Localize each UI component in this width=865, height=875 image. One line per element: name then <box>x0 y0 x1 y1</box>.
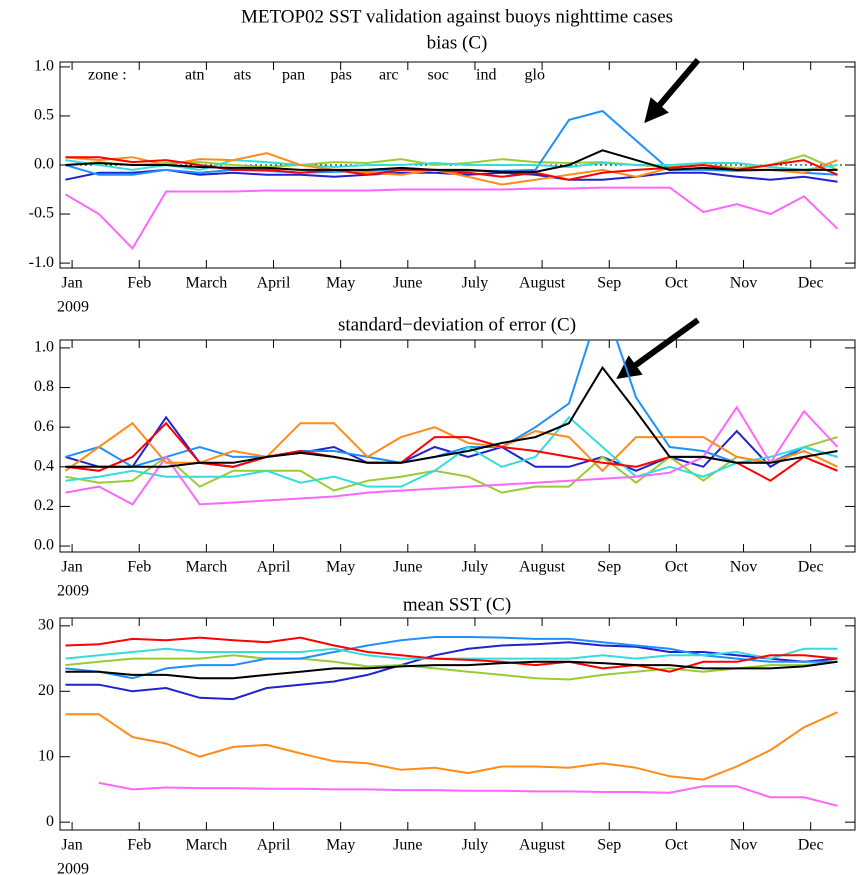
legend-label: pas <box>331 67 352 84</box>
x-tick-label: April <box>257 275 291 292</box>
series-line <box>65 365 838 468</box>
chart-title: mean SST (C) <box>403 594 511 615</box>
x-sublabel: 2009 <box>57 861 89 875</box>
chart-subtitle: bias (C) <box>427 32 488 53</box>
x-tick-label: July <box>462 837 489 854</box>
series-line <box>65 156 838 181</box>
x-tick-label: Oct <box>665 559 689 576</box>
series-line <box>98 781 838 807</box>
legend-label: pan <box>282 67 305 84</box>
series-line <box>65 711 838 781</box>
x-tick-label: Dec <box>798 837 824 854</box>
y-tick-label: 0.0 <box>34 156 54 173</box>
series-line <box>64 186 839 251</box>
plot-frame <box>59 617 856 831</box>
series-line <box>65 149 838 173</box>
arrow <box>616 317 700 380</box>
legend-label: ind <box>476 67 496 84</box>
x-tick-label: Feb <box>127 275 151 292</box>
series-line <box>65 654 838 681</box>
x-tick-label: Sep <box>597 559 621 576</box>
y-tick-label: 0.6 <box>34 418 54 435</box>
y-tick-label: 0.8 <box>34 378 54 395</box>
series-line <box>65 660 838 680</box>
x-tick-label: Nov <box>730 275 758 292</box>
legend-label: ats <box>234 67 252 84</box>
x-tick-label: Feb <box>127 559 151 576</box>
series-line <box>65 636 838 680</box>
y-tick-label: 1.0 <box>34 339 54 356</box>
x-tick-label: Dec <box>798 275 824 292</box>
x-tick-label: June <box>393 559 422 576</box>
y-tick-label: 1.0 <box>34 58 54 75</box>
series-line <box>65 636 838 673</box>
x-tick-label: June <box>393 275 422 292</box>
x-tick-label: Jan <box>61 837 82 854</box>
series-line <box>65 641 838 701</box>
y-tick-label: 0.0 <box>34 537 54 554</box>
x-tick-label: June <box>393 837 422 854</box>
legend-label: soc <box>428 67 449 84</box>
legend-label: glo <box>525 67 545 84</box>
arrow <box>644 58 701 124</box>
x-sublabel: 2009 <box>57 299 89 316</box>
y-tick-label: 10 <box>38 747 54 764</box>
chart-title: METOP02 SST validation against buoys nig… <box>241 6 673 27</box>
x-tick-label: August <box>519 275 566 292</box>
series-line <box>65 340 838 468</box>
x-tick-label: April <box>257 559 291 576</box>
x-tick-label: March <box>185 837 227 854</box>
x-tick-label: July <box>462 275 489 292</box>
x-tick-label: May <box>326 275 355 292</box>
y-tick-label: 0.2 <box>34 497 54 514</box>
chart-title: standard−deviation of error (C) <box>338 314 576 335</box>
plot-frame <box>59 339 856 553</box>
y-tick-label: -1.0 <box>29 254 54 271</box>
y-tick-label: 0 <box>46 813 54 830</box>
x-tick-label: Sep <box>597 275 621 292</box>
x-tick-label: May <box>326 837 355 854</box>
x-tick-label: Feb <box>127 837 151 854</box>
series-line <box>65 405 839 506</box>
y-tick-label: 0.5 <box>34 107 54 124</box>
legend-title: zone : <box>88 67 127 84</box>
x-tick-label: August <box>519 837 566 854</box>
series-line <box>65 159 838 171</box>
x-tick-label: Oct <box>665 837 689 854</box>
x-tick-label: April <box>257 837 291 854</box>
y-tick-label: 20 <box>38 682 54 699</box>
x-tick-label: March <box>185 559 227 576</box>
x-tick-label: May <box>326 559 355 576</box>
series-line <box>65 436 838 494</box>
x-tick-label: Jan <box>61 559 82 576</box>
x-tick-label: Sep <box>597 837 621 854</box>
y-tick-label: 30 <box>38 617 54 634</box>
x-tick-label: Nov <box>730 837 758 854</box>
legend-label: atn <box>185 67 205 84</box>
x-tick-label: Nov <box>730 559 758 576</box>
x-tick-label: Dec <box>798 559 824 576</box>
x-tick-label: Oct <box>665 275 689 292</box>
legend-label: arc <box>379 67 399 84</box>
x-tick-label: March <box>185 275 227 292</box>
x-tick-label: August <box>519 559 566 576</box>
y-tick-label: -0.5 <box>29 205 54 222</box>
x-tick-label: July <box>462 559 489 576</box>
x-sublabel: 2009 <box>57 583 89 600</box>
y-tick-label: 0.4 <box>34 457 54 474</box>
series-line <box>65 415 838 488</box>
x-tick-label: Jan <box>61 275 82 292</box>
